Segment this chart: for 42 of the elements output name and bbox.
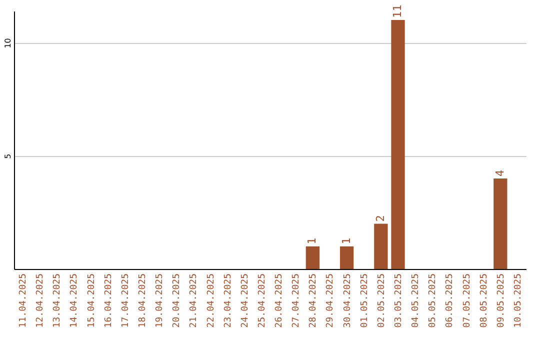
x-tick-label: 02.05.2025: [376, 274, 387, 328]
data-label: 2: [374, 215, 387, 222]
y-tick-label: 5: [4, 154, 12, 159]
x-tick-label: 03.05.2025: [394, 274, 404, 328]
data-label: 11: [391, 4, 404, 18]
x-tick-label: 11.04.2025: [18, 274, 29, 328]
x-tick-label: 18.04.2025: [138, 274, 148, 328]
x-tick-label: 25.04.2025: [257, 274, 268, 328]
x-tick-label: 14.04.2025: [70, 274, 80, 328]
x-tick-label: 07.05.2025: [462, 274, 472, 328]
x-tick-label: 01.05.2025: [360, 274, 370, 328]
x-tick-label: 17.04.2025: [120, 274, 131, 328]
bar: [494, 178, 508, 269]
x-tick-label: 29.04.2025: [326, 274, 336, 328]
x-tick-label: 26.04.2025: [274, 274, 285, 328]
x-tick-label: 21.04.2025: [189, 274, 200, 328]
x-tick-label: 08.05.2025: [479, 274, 490, 328]
x-tick-label: 09.05.2025: [496, 274, 506, 328]
bar: [306, 246, 320, 269]
x-tick-label: 19.04.2025: [155, 274, 166, 328]
x-tick-label: 27.04.2025: [292, 274, 302, 328]
x-tick-label: 12.04.2025: [36, 274, 46, 328]
x-tick-label: 28.04.2025: [308, 274, 319, 328]
y-tick-label: 10: [4, 38, 12, 48]
x-tick-label: 22.04.2025: [206, 274, 216, 328]
x-tick-label: 05.05.2025: [428, 274, 438, 328]
data-label: 1: [340, 238, 353, 244]
x-tick-label: 15.04.2025: [86, 274, 97, 328]
x-tick-label: 30.04.2025: [342, 274, 353, 328]
x-tick-label: 13.04.2025: [52, 274, 63, 328]
x-tick-label: 16.04.2025: [104, 274, 114, 328]
bar: [340, 246, 354, 269]
data-label: 4: [493, 169, 506, 176]
data-label: 1: [306, 238, 319, 244]
x-tick-label: 04.05.2025: [411, 274, 422, 328]
bar: [374, 224, 388, 269]
x-tick-label: 23.04.2025: [223, 274, 234, 328]
x-tick-label: 20.04.2025: [172, 274, 182, 328]
x-tick-label: 10.05.2025: [513, 274, 524, 328]
x-tick-label: 24.04.2025: [240, 274, 250, 328]
x-tick-label: 06.05.2025: [445, 274, 456, 328]
bar: [391, 20, 405, 269]
